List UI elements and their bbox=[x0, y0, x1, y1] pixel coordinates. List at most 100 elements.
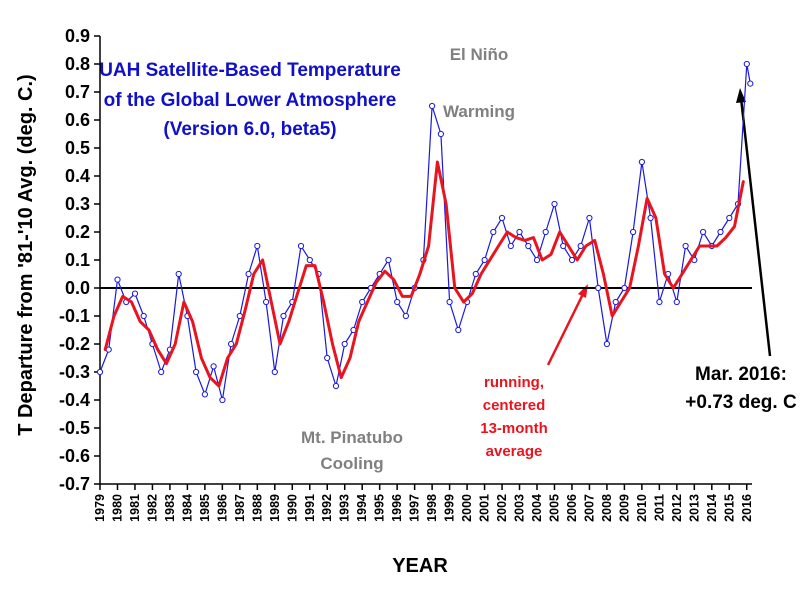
x-tick-label: 1989 bbox=[268, 494, 282, 522]
monthly-series-line bbox=[99, 63, 751, 401]
x-axis-label: YEAR bbox=[392, 555, 448, 577]
monthly-point bbox=[568, 256, 576, 264]
x-tick-label: 2016 bbox=[740, 494, 754, 522]
monthly-point bbox=[516, 228, 523, 236]
monthly-point bbox=[656, 298, 663, 306]
monthly-point bbox=[429, 102, 436, 110]
x-tick-label: 2001 bbox=[478, 494, 492, 522]
monthly-point bbox=[647, 214, 654, 222]
monthly-point bbox=[394, 298, 401, 306]
y-tick-label: -0.3 bbox=[59, 362, 90, 382]
x-tick-label: 1994 bbox=[355, 494, 369, 522]
monthly-point bbox=[96, 368, 104, 376]
y-tick-label: -0.7 bbox=[59, 474, 90, 494]
monthly-point bbox=[533, 256, 541, 264]
y-tick-label: 0.2 bbox=[65, 222, 90, 242]
running-label-arrow bbox=[546, 291, 586, 366]
y-tick-label: -0.5 bbox=[59, 418, 90, 438]
monthly-point bbox=[525, 242, 532, 250]
monthly-point bbox=[341, 340, 348, 348]
monthly-point bbox=[577, 242, 584, 250]
y-tick-label: 0.8 bbox=[65, 54, 90, 74]
monthly-point bbox=[446, 298, 453, 306]
x-tick-label: 2005 bbox=[547, 494, 561, 522]
mar2016-arrow bbox=[739, 97, 772, 357]
monthly-point bbox=[507, 242, 514, 250]
pinatubo-annotation-line-2: Cooling bbox=[320, 454, 383, 473]
monthly-point bbox=[586, 214, 593, 222]
running-label-line-2: centered bbox=[483, 397, 546, 414]
chart-title-line-3: (Version 6.0, beta5) bbox=[163, 119, 336, 140]
monthly-point bbox=[717, 228, 724, 236]
y-tick-label: 0.7 bbox=[65, 82, 90, 102]
monthly-point bbox=[210, 363, 217, 370]
monthly-point bbox=[437, 130, 444, 138]
x-tick-label: 1983 bbox=[163, 494, 177, 522]
x-tick-label: 1984 bbox=[180, 494, 194, 522]
x-tick-label: 1980 bbox=[110, 494, 124, 522]
y-tick-label: 0.1 bbox=[65, 250, 90, 270]
y-tick-label: -0.6 bbox=[59, 446, 90, 466]
x-tick-label: 1998 bbox=[425, 494, 439, 522]
x-tick-label: 1979 bbox=[93, 494, 107, 522]
x-tick-label: 2011 bbox=[652, 494, 666, 521]
monthly-point bbox=[551, 200, 558, 208]
pinatubo-annotation-line-1: Mt. Pinatubo bbox=[301, 428, 403, 447]
x-tick-label: 1999 bbox=[443, 494, 457, 522]
x-tick-label: 2012 bbox=[670, 494, 684, 522]
series-group bbox=[96, 60, 754, 404]
monthly-point bbox=[175, 270, 182, 278]
x-tick-label: 1981 bbox=[128, 494, 142, 522]
y-axis-label: T Departure from '81-'10 Avg. (deg. C.) bbox=[15, 74, 37, 435]
x-tick-label: 2004 bbox=[530, 494, 544, 522]
chart-title-line-2: of the Global Lower Atmosphere bbox=[104, 90, 397, 111]
monthly-point bbox=[114, 276, 121, 283]
y-tick-label: 0.4 bbox=[65, 166, 90, 186]
x-tick-label: 1997 bbox=[408, 494, 422, 522]
x-tick-label: 2003 bbox=[513, 494, 527, 522]
x-ticks-group: 1979 1980 1981 1982 1983 1984 1985 1986 1987 1988… bbox=[93, 484, 754, 522]
x-tick-label: 2014 bbox=[705, 494, 719, 522]
y-tick-label: 0.0 bbox=[65, 278, 90, 298]
x-tick-label: 1987 bbox=[233, 494, 247, 522]
monthly-point bbox=[158, 368, 165, 376]
monthly-point bbox=[297, 242, 305, 250]
x-tick-label: 2010 bbox=[635, 494, 649, 522]
monthly-point bbox=[612, 298, 619, 306]
x-tick-label: 2007 bbox=[582, 494, 596, 522]
running-label-line-3: 13-month bbox=[480, 420, 548, 437]
running-label-line-1: running, bbox=[484, 374, 544, 391]
monthly-point bbox=[228, 340, 235, 348]
monthly-point bbox=[140, 312, 147, 320]
monthly-point bbox=[560, 242, 567, 250]
monthly-point bbox=[324, 354, 331, 362]
y-tick-label: 0.3 bbox=[65, 194, 90, 214]
monthly-point bbox=[280, 312, 287, 320]
monthly-point bbox=[385, 256, 392, 264]
monthly-point bbox=[700, 228, 707, 236]
el-nino-annotation-line-1: El Niño bbox=[450, 45, 509, 64]
monthly-point bbox=[498, 214, 506, 222]
y-tick-label: 0.9 bbox=[65, 26, 90, 46]
x-tick-label: 1995 bbox=[373, 494, 387, 522]
x-tick-label: 1990 bbox=[285, 494, 299, 522]
monthly-point bbox=[472, 270, 479, 278]
chart-title-line-1: UAH Satellite-Based Temperature bbox=[99, 60, 401, 81]
x-tick-label: 2009 bbox=[617, 494, 631, 522]
x-tick-label: 2013 bbox=[687, 494, 701, 522]
x-tick-label: 1993 bbox=[338, 494, 352, 522]
monthly-point bbox=[359, 298, 366, 306]
monthly-point bbox=[743, 60, 750, 68]
y-ticks-group: -0.7 -0.6 -0.5 -0.4 -0.3 -0.2 -0.1 0.0 0.1 0.2 0.3… bbox=[59, 26, 100, 494]
x-tick-label: 1996 bbox=[390, 494, 404, 522]
running-label-line-4: average bbox=[486, 443, 543, 460]
x-tick-label: 1982 bbox=[145, 494, 159, 522]
monthly-point bbox=[306, 256, 313, 264]
monthly-point bbox=[201, 391, 208, 398]
monthly-point bbox=[747, 80, 754, 87]
x-tick-label: 2000 bbox=[460, 494, 474, 522]
monthly-point bbox=[621, 284, 628, 292]
x-tick-label: 1985 bbox=[198, 494, 212, 522]
mar2016-annotation-line-2: +0.73 deg. C bbox=[685, 392, 797, 413]
